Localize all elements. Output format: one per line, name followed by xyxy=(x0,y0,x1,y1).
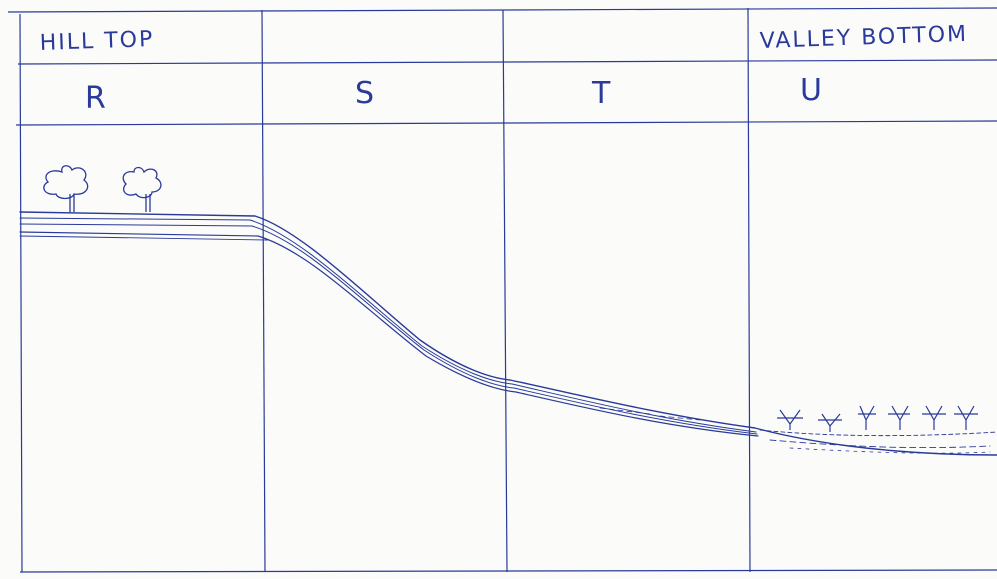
soil-line-3 xyxy=(19,231,759,437)
plant-icon xyxy=(888,405,910,430)
valley-fill-line-1 xyxy=(759,429,997,437)
plant-icon xyxy=(858,405,876,430)
plant-icon xyxy=(777,409,803,430)
plant-icon xyxy=(818,413,842,432)
tree-icon xyxy=(122,166,162,212)
zone-letter-t: T xyxy=(591,76,611,111)
valley-fill-line-3 xyxy=(789,447,991,454)
valley-vegetation xyxy=(777,405,978,432)
column-line-tu xyxy=(747,7,751,573)
tree-icon xyxy=(43,165,89,212)
top-border-line xyxy=(7,7,997,13)
bottom-border-line xyxy=(19,569,997,573)
column-line-rs xyxy=(261,9,266,573)
valley-fill-line-2 xyxy=(769,439,991,449)
letter-row-divider-line xyxy=(15,120,997,126)
plant-icon xyxy=(954,405,978,430)
hill-top-label: HILL TOP xyxy=(39,27,154,56)
hilltop-trees xyxy=(43,165,162,212)
ground-surface-line xyxy=(19,211,997,456)
soil-line-2 xyxy=(19,223,758,435)
valley-bottom-label: VALLEY BOTTOM xyxy=(759,22,968,54)
header-divider-line xyxy=(17,59,997,65)
zone-letter-s: S xyxy=(355,76,374,111)
column-line-st xyxy=(502,9,508,573)
zone-letter-u: U xyxy=(800,73,822,108)
table-grid xyxy=(7,7,997,573)
column-line-left xyxy=(19,13,23,573)
zone-letter-r: R xyxy=(85,81,106,116)
slope-profile xyxy=(19,211,997,456)
lower-slope-stipple xyxy=(599,407,701,421)
soil-line-4 xyxy=(19,235,269,241)
plant-icon xyxy=(922,405,946,430)
